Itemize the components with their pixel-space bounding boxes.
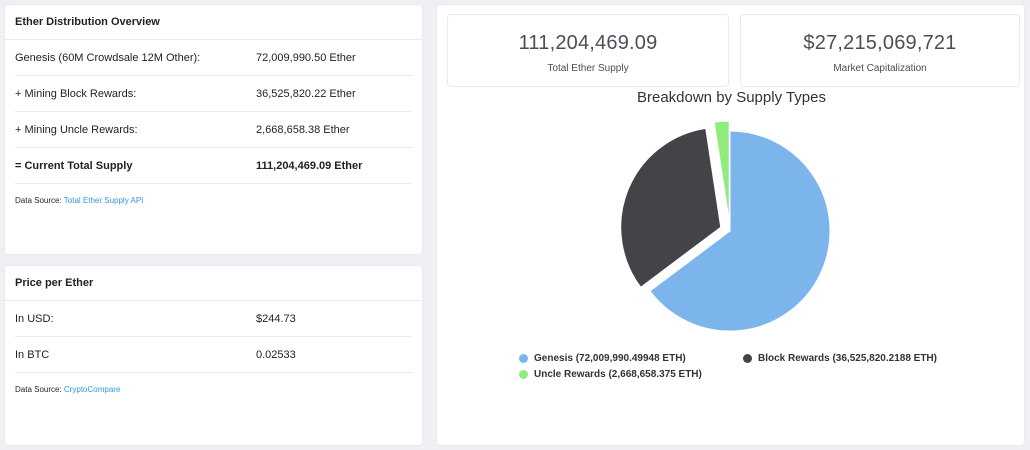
genesis-row: Genesis (60M Crowdsale 12M Other): 72,00… [15, 40, 412, 76]
legend-label: Genesis (72,009,990.49948 ETH) [534, 353, 686, 364]
pie-slice-uncle-rewards[interactable] [713, 120, 730, 222]
usd-row: In USD: $244.73 [15, 301, 412, 337]
block-rewards-label: + Mining Block Rewards: [15, 87, 137, 100]
market-cap-label: Market Capitalization [833, 63, 927, 74]
uncle-rewards-row: + Mining Uncle Rewards: 2,668,658.38 Eth… [15, 112, 412, 148]
btc-row: In BTC 0.02533 [15, 337, 412, 373]
legend-marker [519, 370, 528, 379]
supply-pie-chart [620, 120, 831, 332]
total-supply-row: = Current Total Supply 111,204,469.09 Et… [15, 148, 412, 184]
distribution-data-source: Data Source: Total Ether Supply API [15, 184, 412, 205]
legend-label: Uncle Rewards (2,668,658.375 ETH) [534, 369, 702, 380]
legend-item-genesis[interactable]: Genesis (72,009,990.49948 ETH) [519, 353, 686, 364]
btc-value: 0.02533 [256, 348, 296, 361]
total-supply-stat-label: Total Ether Supply [547, 63, 629, 74]
price-data-source: Data Source: CryptoCompare [15, 373, 412, 394]
usd-value: $244.73 [256, 312, 296, 325]
supply-overview-card: 111,204,469.09 Total Ether Supply $27,21… [436, 4, 1025, 446]
price-title: Price per Ether [5, 266, 422, 301]
legend-marker [519, 354, 528, 363]
chart-title: Breakdown by Supply Types [636, 89, 826, 106]
pie-slice-genesis[interactable] [649, 130, 831, 332]
data-source-label: Data Source: [15, 385, 64, 394]
uncle-rewards-value: 2,668,658.38 Ether [256, 123, 350, 136]
btc-label: In BTC [15, 348, 50, 361]
legend-item-uncle-rewards[interactable]: Uncle Rewards (2,668,658.375 ETH) [519, 369, 702, 380]
cryptocompare-link[interactable]: CryptoCompare [63, 385, 121, 394]
legend-marker [743, 354, 752, 363]
price-per-ether-card: Price per Ether In USD: $244.73 In BTC 0… [4, 265, 423, 446]
block-rewards-value: 36,525,820.22 Ether [256, 87, 356, 100]
market-cap-stat: $27,215,069,721 Market Capitalization [740, 14, 1020, 87]
pie-slice-block-rewards[interactable] [620, 127, 722, 288]
legend-item-block-rewards[interactable]: Block Rewards (36,525,820.2188 ETH) [743, 353, 937, 364]
data-source-label: Data Source: [15, 196, 64, 205]
genesis-label: Genesis (60M Crowdsale 12M Other): [15, 51, 201, 64]
uncle-rewards-label: + Mining Uncle Rewards: [15, 123, 138, 136]
market-cap-value: $27,215,069,721 [803, 32, 957, 54]
distribution-title: Ether Distribution Overview [5, 5, 422, 40]
total-supply-stat-value: 111,204,469.09 [518, 32, 658, 54]
total-supply-value: 111,204,469.09 Ether [256, 159, 363, 172]
usd-label: In USD: [15, 312, 54, 325]
block-rewards-row: + Mining Block Rewards: 36,525,820.22 Et… [15, 76, 412, 112]
genesis-value: 72,009,990.50 Ether [256, 51, 356, 64]
total-supply-stat: 111,204,469.09 Total Ether Supply [447, 14, 729, 87]
total-supply-label: = Current Total Supply [15, 159, 133, 172]
total-ether-supply-api-link[interactable]: Total Ether Supply API [63, 196, 144, 205]
legend-label: Block Rewards (36,525,820.2188 ETH) [758, 353, 937, 364]
ether-distribution-card: Ether Distribution Overview Genesis (60M… [4, 4, 423, 255]
